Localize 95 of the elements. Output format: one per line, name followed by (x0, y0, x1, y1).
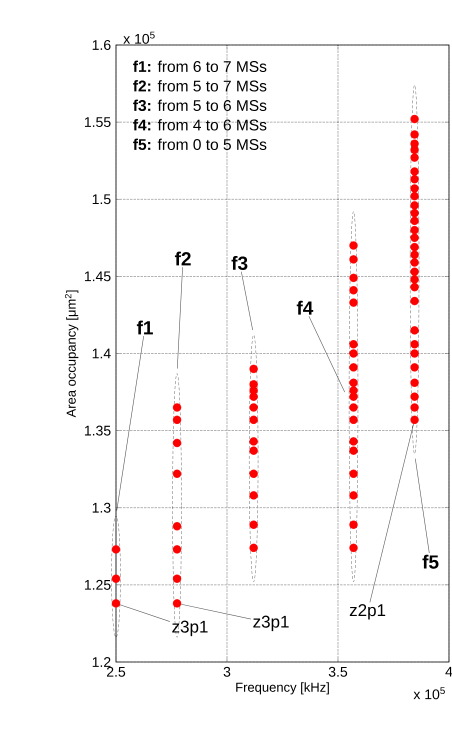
point (410, 416, 419, 424)
point (172, 574, 182, 583)
point (349, 298, 358, 307)
annotation: f3 (232, 256, 248, 270)
point (112, 574, 120, 583)
point (349, 378, 358, 388)
point (172, 470, 182, 478)
point (349, 470, 358, 478)
point (172, 522, 182, 530)
point (410, 184, 419, 193)
y-tick-label: 1.55 (84, 117, 111, 128)
y-tick-label: 1.2 (92, 657, 110, 667)
annotation: f4: from 4 to 6 MSs (133, 119, 266, 131)
point (410, 167, 419, 176)
point (249, 437, 258, 446)
point (249, 470, 258, 478)
x-tick-label: 3.5 (328, 666, 348, 677)
x-tick-label: 2.5 (106, 666, 126, 677)
point (249, 544, 258, 552)
x-tick-label: 3 (224, 666, 230, 677)
y-tick-label: 1.4 (92, 348, 111, 358)
annotation: z3p1 (172, 620, 208, 636)
point (349, 416, 358, 424)
point (410, 363, 419, 372)
point (349, 491, 358, 500)
point (349, 520, 358, 529)
point (349, 446, 358, 455)
point (410, 146, 419, 154)
point (249, 491, 258, 500)
point (172, 599, 182, 608)
point (349, 363, 358, 372)
annotation: f3: from 5 to 6 MSs (133, 100, 266, 112)
x-axis-title: Frequency [kHz] (236, 682, 329, 694)
point (410, 296, 419, 306)
point (112, 599, 120, 608)
point (349, 544, 358, 552)
x-tick-label: 4 (445, 666, 452, 676)
point (410, 326, 419, 335)
point (349, 241, 358, 250)
point (410, 392, 419, 401)
annotation: f1: from 6 to 7 MSs (133, 60, 266, 72)
point (410, 275, 419, 284)
point (410, 268, 419, 276)
point (349, 340, 358, 348)
point (349, 286, 358, 294)
point (172, 416, 182, 424)
point (249, 364, 258, 374)
point (410, 340, 419, 348)
point (349, 403, 358, 412)
point (172, 545, 182, 554)
point (410, 153, 419, 162)
point (410, 242, 419, 252)
point (249, 416, 258, 424)
point (410, 208, 419, 218)
y-tick-label: 1.35 (84, 426, 111, 436)
annotation: f5 (422, 554, 438, 569)
point (410, 250, 419, 259)
point (410, 234, 419, 242)
point (349, 349, 358, 358)
point (410, 378, 419, 388)
point (410, 282, 419, 292)
point (249, 403, 258, 412)
point (410, 114, 419, 124)
point (410, 192, 419, 200)
annotation: z3p1 (253, 616, 289, 632)
point (410, 201, 419, 210)
annotation: f2 (174, 252, 191, 266)
point (410, 226, 419, 234)
annotation: f4 (296, 300, 314, 315)
annotation: f1 (136, 320, 153, 334)
y-tick-label: 1.5 (92, 194, 111, 204)
annotation: z2p1 (350, 604, 386, 620)
point (410, 175, 419, 184)
text: x 10$^{5}$ (414, 687, 445, 700)
annotation: f2: from 5 to 7 MSs (133, 80, 266, 92)
point (249, 520, 258, 529)
point (112, 545, 120, 554)
y-tick-label: 1.45 (84, 271, 111, 282)
point (349, 255, 358, 264)
y-tick-label: 1.3 (92, 502, 111, 513)
y-axis-title: Area occupancy [μm$^{2}$] (64, 290, 78, 418)
point (172, 403, 182, 412)
point (349, 437, 358, 446)
annotation: f5: from 0 to 5 MSs (133, 138, 266, 150)
point (410, 258, 419, 267)
text: x 10$^{5}$ (123, 32, 155, 44)
point (172, 438, 182, 448)
y-tick-label: 1.6 (92, 40, 111, 50)
point (410, 216, 419, 226)
point (410, 130, 419, 139)
y-tick-label: 1.25 (84, 580, 111, 590)
point (249, 446, 258, 455)
point (410, 349, 419, 358)
point (349, 274, 358, 282)
point (410, 403, 419, 412)
